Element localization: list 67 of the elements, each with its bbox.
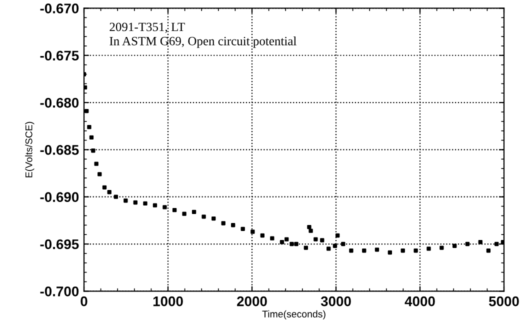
point: [133, 200, 138, 205]
point: [143, 201, 148, 206]
x-axis-title: Time(seconds): [262, 310, 326, 320]
point: [107, 190, 112, 194]
point: [221, 221, 226, 226]
point: [102, 185, 107, 190]
point: [114, 194, 118, 199]
point: [260, 233, 264, 238]
point: [374, 248, 380, 252]
point: [270, 236, 274, 240]
point: [320, 238, 324, 242]
point: [192, 210, 196, 214]
point: [341, 242, 346, 246]
x-tick-label: 1000: [153, 296, 183, 306]
point: [414, 248, 418, 253]
point: [94, 162, 98, 166]
point: [349, 248, 354, 253]
point: [440, 246, 444, 250]
x-tick-label: 2000: [237, 296, 267, 306]
y-tick-label: -0.670: [40, 4, 79, 14]
x-tick-label: 0: [80, 296, 88, 306]
y-tick-label: -0.685: [40, 145, 79, 155]
point: [202, 214, 206, 219]
point: [465, 242, 470, 246]
point: [362, 248, 366, 253]
point: [280, 240, 284, 244]
y-axis-title: E(Volts/SCE): [25, 122, 34, 178]
point: [308, 228, 313, 233]
point: [478, 240, 482, 244]
y-tick-label: -0.675: [40, 50, 79, 61]
point: [152, 203, 158, 208]
point: [124, 198, 128, 203]
annotation: 2091-T351, LT: [110, 22, 185, 33]
y-tick-label: -0.680: [40, 98, 79, 108]
point: [314, 237, 318, 242]
point: [182, 212, 186, 216]
point: [336, 233, 340, 238]
point: [304, 246, 308, 250]
point: [172, 208, 177, 212]
point: [91, 148, 96, 153]
y-tick-label: -0.700: [40, 286, 79, 296]
annotation: In ASTM G69, Open circuit potential: [110, 36, 296, 48]
point: [98, 172, 102, 176]
point: [87, 124, 92, 130]
x-tick-label: 5000: [488, 296, 519, 306]
point: [294, 242, 298, 246]
point: [89, 135, 94, 140]
point: [388, 250, 392, 255]
point: [231, 223, 236, 228]
x-tick-label: 3000: [320, 296, 351, 306]
point: [162, 205, 167, 210]
point: [290, 242, 294, 246]
point: [486, 248, 491, 253]
point: [400, 248, 405, 253]
point: [307, 224, 312, 230]
point: [284, 237, 289, 242]
point: [240, 226, 245, 231]
point: [426, 246, 431, 251]
x-tick-label: 4000: [404, 296, 435, 306]
point: [494, 242, 499, 246]
point: [212, 216, 216, 221]
point: [332, 244, 338, 248]
point: [326, 246, 331, 251]
y-tick-label: -0.695: [40, 239, 79, 250]
point: [452, 244, 457, 248]
y-tick-label: -0.690: [40, 192, 79, 202]
point: [250, 230, 255, 234]
